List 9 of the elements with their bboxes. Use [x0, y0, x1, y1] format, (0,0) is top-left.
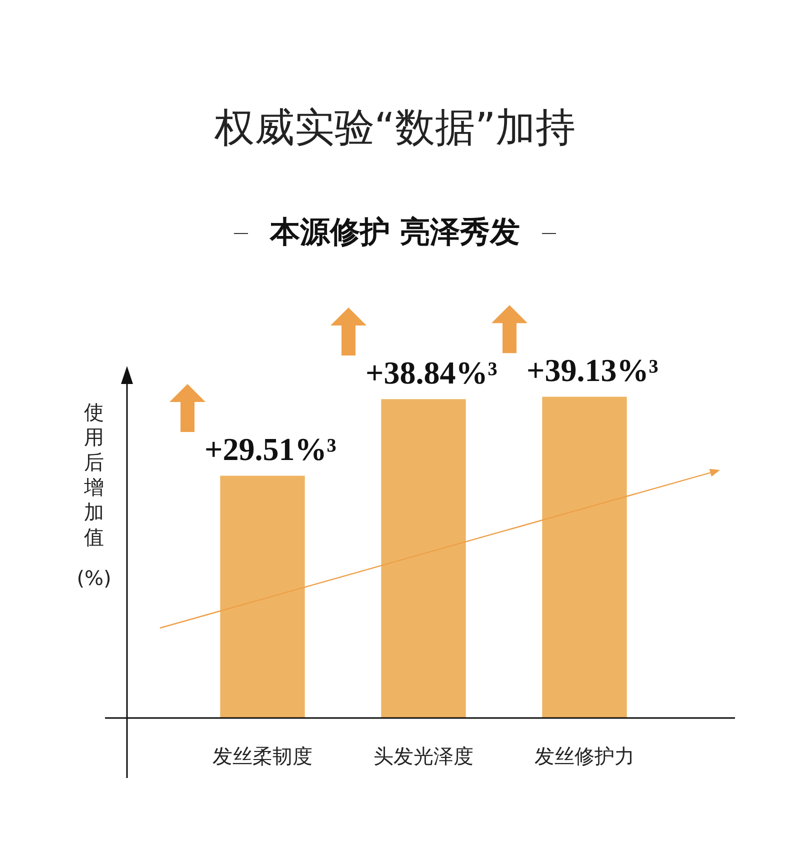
data-label: +38.84%³: [366, 354, 498, 391]
x-tick-label: 发丝修护力: [534, 744, 634, 768]
data-label: +29.51%³: [204, 431, 336, 468]
x-tick-label: 发丝柔韧度: [212, 744, 312, 768]
chart-title: 权威实验“数据”加持: [213, 104, 577, 153]
chart-subtitle: 本源修护 亮泽秀发: [270, 215, 520, 250]
data-label: +39.13%³: [526, 352, 658, 388]
x-tick-label: 头发光泽度: [374, 744, 474, 768]
y-axis-title: 使用后增加值(%): [76, 400, 112, 591]
